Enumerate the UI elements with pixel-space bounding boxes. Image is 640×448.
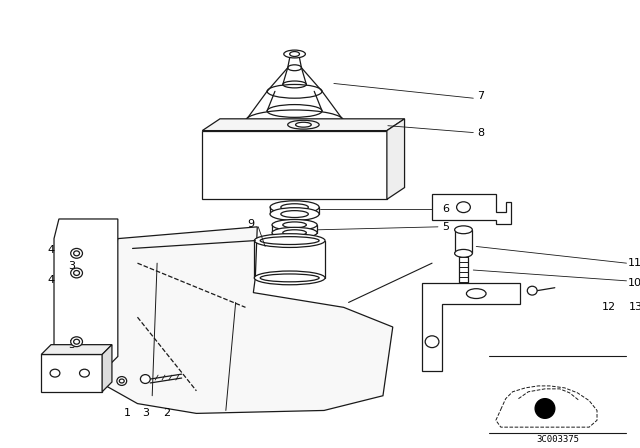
Ellipse shape — [454, 226, 472, 234]
Text: 13: 13 — [629, 302, 640, 312]
Ellipse shape — [70, 337, 83, 347]
Text: 5: 5 — [442, 222, 449, 232]
Text: 2: 2 — [163, 409, 170, 418]
Text: 3: 3 — [142, 409, 149, 418]
Text: 6: 6 — [442, 204, 449, 214]
Ellipse shape — [117, 377, 127, 385]
Text: 9: 9 — [247, 219, 254, 229]
Text: 3: 3 — [68, 261, 75, 271]
Ellipse shape — [140, 375, 150, 383]
Circle shape — [535, 399, 555, 418]
Text: 3: 3 — [68, 340, 75, 350]
Polygon shape — [41, 345, 112, 354]
Polygon shape — [41, 354, 102, 392]
Polygon shape — [103, 227, 393, 414]
Polygon shape — [102, 345, 112, 392]
Ellipse shape — [288, 121, 319, 129]
Polygon shape — [387, 119, 404, 199]
Ellipse shape — [270, 201, 319, 214]
Ellipse shape — [70, 268, 83, 278]
Text: 11: 11 — [627, 258, 640, 268]
Text: 8: 8 — [477, 128, 484, 138]
Text: 1: 1 — [124, 409, 131, 418]
Polygon shape — [422, 283, 520, 371]
Polygon shape — [432, 194, 511, 224]
Ellipse shape — [272, 220, 317, 230]
Ellipse shape — [527, 286, 537, 295]
Text: 10: 10 — [627, 278, 640, 288]
Polygon shape — [54, 219, 118, 376]
Text: 7: 7 — [477, 91, 484, 101]
Text: 4: 4 — [47, 246, 54, 255]
Polygon shape — [202, 131, 387, 199]
Ellipse shape — [270, 208, 319, 220]
Ellipse shape — [254, 234, 325, 247]
Ellipse shape — [284, 50, 305, 58]
Text: 12: 12 — [602, 302, 616, 312]
Polygon shape — [202, 119, 404, 131]
Text: 4: 4 — [47, 275, 54, 285]
Ellipse shape — [272, 227, 317, 238]
Ellipse shape — [281, 204, 308, 211]
Ellipse shape — [254, 271, 325, 285]
Ellipse shape — [454, 250, 472, 257]
Ellipse shape — [70, 249, 83, 258]
Ellipse shape — [296, 122, 311, 127]
Text: 3C003375: 3C003375 — [536, 435, 579, 444]
